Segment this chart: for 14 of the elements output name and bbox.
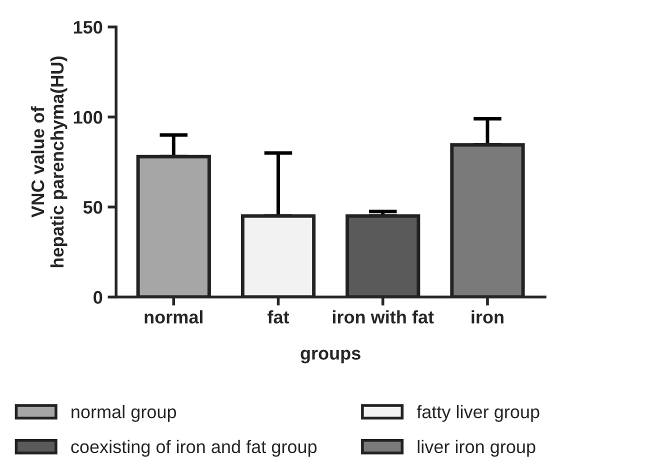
y-tick-label: 150: [74, 20, 102, 34]
y-tick-label: 0: [94, 290, 102, 304]
y-tick-label: 50: [83, 200, 102, 214]
x-tick-label: normal: [144, 310, 202, 324]
x-tick-label: iron: [472, 310, 504, 324]
y-axis-title: VNC value of hepatic parenchyma(HU): [30, 56, 68, 268]
legend-label: normal group: [72, 405, 176, 422]
legend-label: coexisting of iron and fat group: [71, 440, 317, 457]
x-axis-title: groups: [300, 350, 360, 364]
legend-label: liver iron group: [418, 440, 536, 457]
x-tick-label: iron with fat: [332, 310, 434, 324]
x-tick-label: fat: [268, 310, 290, 324]
y-tick-label: 100: [74, 110, 102, 124]
legend-label: fatty liver group: [416, 405, 540, 422]
